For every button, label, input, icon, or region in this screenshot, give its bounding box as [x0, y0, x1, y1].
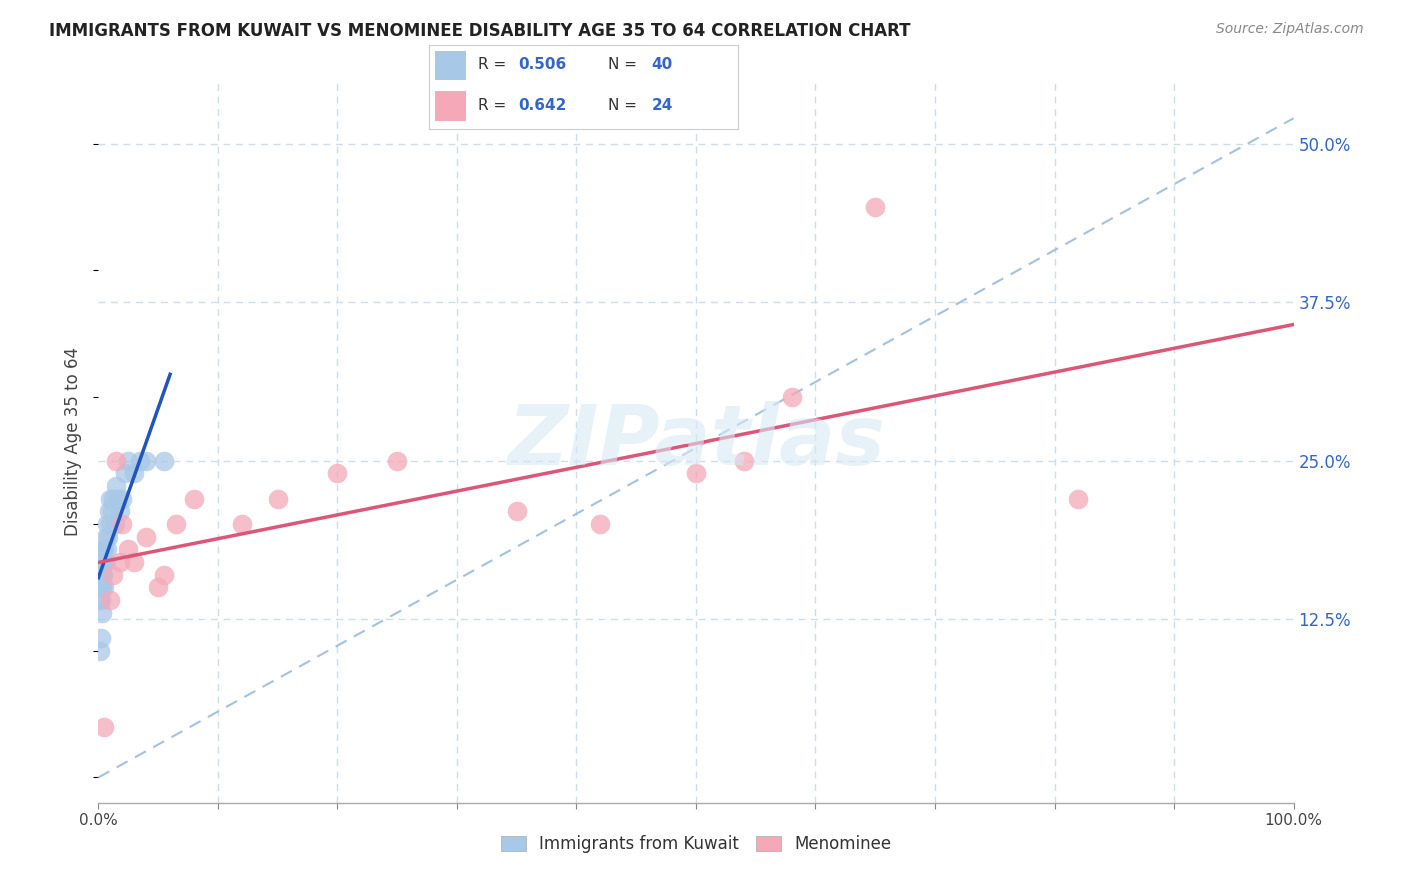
Point: [89, 643, 111, 657]
Point: [91, 567, 114, 582]
Point: [865, 200, 887, 214]
Point: [98, 491, 122, 506]
Point: [93, 542, 115, 557]
Point: [100, 504, 122, 518]
Point: [267, 491, 290, 506]
Point: [90, 593, 112, 607]
Point: [165, 516, 187, 531]
Point: [90, 555, 112, 569]
Point: [101, 491, 124, 506]
Point: [93, 555, 115, 569]
Point: [89, 580, 111, 594]
Point: [94, 530, 117, 544]
Point: [91, 580, 114, 594]
Point: [183, 491, 205, 506]
Point: [111, 516, 134, 531]
Point: [135, 530, 157, 544]
Point: [1067, 491, 1090, 506]
Text: R =: R =: [478, 98, 512, 113]
Point: [117, 453, 139, 467]
Text: IMMIGRANTS FROM KUWAIT VS MENOMINEE DISABILITY AGE 35 TO 64 CORRELATION CHART: IMMIGRANTS FROM KUWAIT VS MENOMINEE DISA…: [49, 22, 911, 40]
Point: [93, 720, 115, 734]
Point: [105, 453, 128, 467]
Point: [89, 567, 111, 582]
Point: [114, 467, 136, 481]
Point: [148, 580, 170, 594]
Point: [90, 580, 112, 594]
Point: [98, 516, 122, 531]
Text: 0.506: 0.506: [519, 57, 567, 72]
Point: [108, 555, 131, 569]
Point: [733, 453, 755, 467]
Point: [93, 580, 115, 594]
Point: [107, 491, 129, 506]
Point: [94, 555, 117, 569]
Point: [97, 530, 120, 544]
Point: [326, 467, 349, 481]
Point: [104, 516, 127, 531]
Point: [98, 504, 121, 518]
Text: 0.642: 0.642: [519, 98, 567, 113]
Text: N =: N =: [609, 98, 643, 113]
Point: [135, 453, 157, 467]
Point: [385, 453, 409, 467]
Text: Source: ZipAtlas.com: Source: ZipAtlas.com: [1216, 22, 1364, 37]
Point: [153, 453, 176, 467]
FancyBboxPatch shape: [434, 91, 465, 120]
Y-axis label: Disability Age 35 to 64: Disability Age 35 to 64: [65, 347, 83, 536]
Point: [89, 593, 111, 607]
Point: [231, 516, 253, 531]
Point: [96, 516, 118, 531]
Point: [117, 542, 139, 557]
Point: [589, 516, 612, 531]
Point: [124, 555, 146, 569]
Text: 24: 24: [651, 98, 673, 113]
Point: [129, 453, 152, 467]
Point: [91, 555, 114, 569]
Point: [105, 479, 128, 493]
Point: [98, 593, 122, 607]
Point: [91, 606, 114, 620]
Legend: Immigrants from Kuwait, Menominee: Immigrants from Kuwait, Menominee: [494, 828, 898, 860]
Text: R =: R =: [478, 57, 512, 72]
FancyBboxPatch shape: [434, 51, 465, 80]
Point: [96, 542, 118, 557]
Point: [780, 390, 803, 404]
Text: 40: 40: [651, 57, 673, 72]
Point: [90, 567, 112, 582]
Text: ZIPatlas: ZIPatlas: [508, 401, 884, 482]
Point: [685, 467, 707, 481]
Point: [91, 542, 114, 557]
Point: [124, 467, 146, 481]
Point: [108, 504, 131, 518]
Point: [111, 491, 134, 506]
Point: [91, 567, 114, 582]
Point: [90, 631, 112, 645]
Point: [91, 555, 114, 569]
Point: [101, 567, 124, 582]
Text: N =: N =: [609, 57, 643, 72]
Point: [153, 567, 176, 582]
Point: [506, 504, 529, 518]
